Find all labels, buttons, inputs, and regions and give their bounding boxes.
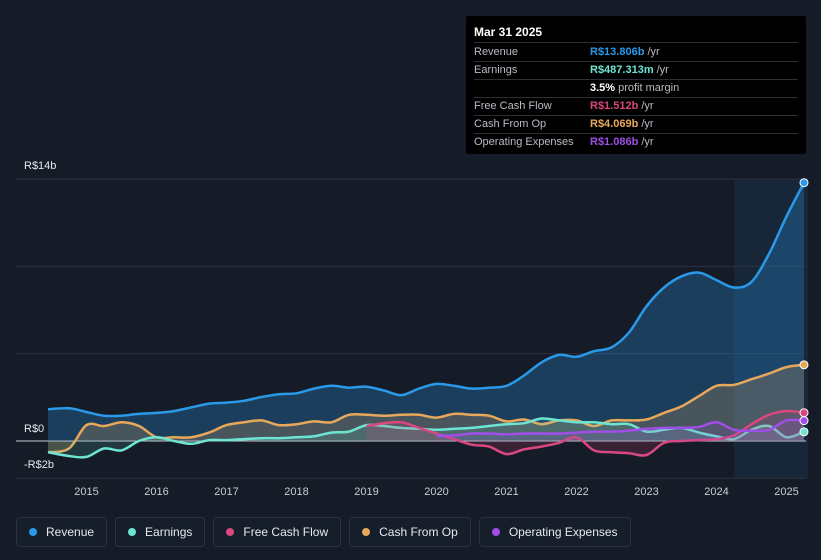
legend-dot-icon bbox=[226, 528, 235, 536]
data-tooltip: Mar 31 2025 Revenue R$13.806b /yr Earnin… bbox=[466, 16, 806, 154]
tooltip-date: Mar 31 2025 bbox=[474, 22, 798, 43]
legend-item-revenue[interactable]: Revenue bbox=[16, 517, 108, 547]
tooltip-row-earnings: Earnings R$487.313m /yr bbox=[474, 62, 798, 80]
tooltip-unit: /yr bbox=[641, 136, 654, 148]
legend-dot-icon bbox=[29, 528, 37, 536]
legend-label: Earnings bbox=[145, 525, 193, 539]
legend-item-earnings[interactable]: Earnings bbox=[115, 517, 206, 547]
tooltip-unit: /yr bbox=[641, 118, 654, 130]
y-tick-top: R$14b bbox=[24, 160, 57, 172]
legend-dot-icon bbox=[362, 528, 371, 536]
tooltip-value: R$1.512b bbox=[590, 100, 639, 112]
legend-label: Revenue bbox=[46, 525, 95, 539]
x-tick-label: 2021 bbox=[494, 486, 518, 498]
x-tick-label: 2017 bbox=[214, 486, 238, 498]
tooltip-unit: /yr bbox=[641, 100, 654, 112]
tooltip-value: R$487.313m bbox=[590, 64, 654, 76]
y-tick-zero: R$0 bbox=[24, 423, 45, 435]
chart-plot: 2015 2016 2017 2018 2019 2020 2021 2022 2023 2024… bbox=[16, 178, 809, 498]
legend-label: Operating Expenses bbox=[508, 525, 618, 539]
series-line-revenue bbox=[47, 182, 806, 418]
tooltip-row-fcf: Free Cash Flow R$1.512b /yr bbox=[474, 98, 798, 116]
tooltip-value: R$1.086b bbox=[590, 136, 639, 148]
x-tick-label: 2025 bbox=[774, 486, 798, 498]
series-area-earnings bbox=[48, 418, 804, 458]
series-end-point-free-cash-flow bbox=[799, 408, 809, 418]
series-area-operating-expenses bbox=[436, 419, 804, 441]
tooltip-label: Free Cash Flow bbox=[474, 100, 552, 112]
x-tick-label: 2016 bbox=[144, 486, 168, 498]
series-area-revenue bbox=[48, 182, 804, 441]
tooltip-row-opex: Operating Expenses R$1.086b /yr bbox=[474, 134, 798, 151]
series-end-point-operating-expenses bbox=[799, 416, 809, 426]
tooltip-value: 3.5% bbox=[590, 82, 616, 94]
x-tick-label: 2024 bbox=[704, 486, 728, 498]
chart-legend: Revenue Earnings Free Cash Flow Cash Fro… bbox=[16, 517, 631, 547]
tooltip-label bbox=[474, 80, 590, 97]
x-tick-label: 2018 bbox=[284, 486, 308, 498]
series-end-point-revenue bbox=[799, 178, 809, 188]
legend-item-cash-from-op[interactable]: Cash From Op bbox=[349, 517, 471, 547]
series-line-operating-expenses bbox=[436, 418, 805, 437]
tooltip-row-revenue: Revenue R$13.806b /yr bbox=[474, 44, 798, 62]
tooltip-value: R$4.069b bbox=[590, 118, 639, 130]
legend-label: Cash From Op bbox=[379, 525, 458, 539]
legend-dot-icon bbox=[128, 528, 137, 536]
legend-item-free-cash-flow[interactable]: Free Cash Flow bbox=[213, 517, 342, 547]
tooltip-unit: /yr bbox=[656, 64, 669, 76]
y-tick-bottom: -R$2b bbox=[24, 459, 54, 471]
x-tick-label: 2015 bbox=[74, 486, 98, 498]
legend-item-operating-expenses[interactable]: Operating Expenses bbox=[478, 517, 631, 547]
series-line-free-cash-flow bbox=[366, 409, 805, 457]
x-tick-label: 2020 bbox=[424, 486, 448, 498]
legend-label: Free Cash Flow bbox=[243, 525, 329, 539]
legend-dot-icon bbox=[491, 528, 500, 536]
x-tick-label: 2019 bbox=[354, 486, 378, 498]
tooltip-unit: profit margin bbox=[618, 82, 680, 94]
series-end-point-cash-from-op bbox=[799, 360, 809, 370]
series-end-point-earnings bbox=[799, 427, 809, 437]
x-tick-label: 2023 bbox=[634, 486, 658, 498]
tooltip-row-margin: 3.5% profit margin bbox=[474, 80, 798, 98]
tooltip-label: Earnings bbox=[474, 64, 518, 76]
x-tick-label: 2022 bbox=[564, 486, 588, 498]
tooltip-unit: /yr bbox=[647, 46, 660, 58]
tooltip-row-cfo: Cash From Op R$4.069b /yr bbox=[474, 116, 798, 134]
series-line-cash-from-op bbox=[47, 363, 805, 454]
tooltip-label: Cash From Op bbox=[474, 118, 547, 130]
tooltip-label: Operating Expenses bbox=[474, 136, 574, 148]
tooltip-label: Revenue bbox=[474, 46, 519, 58]
tooltip-value: R$13.806b bbox=[590, 46, 645, 58]
